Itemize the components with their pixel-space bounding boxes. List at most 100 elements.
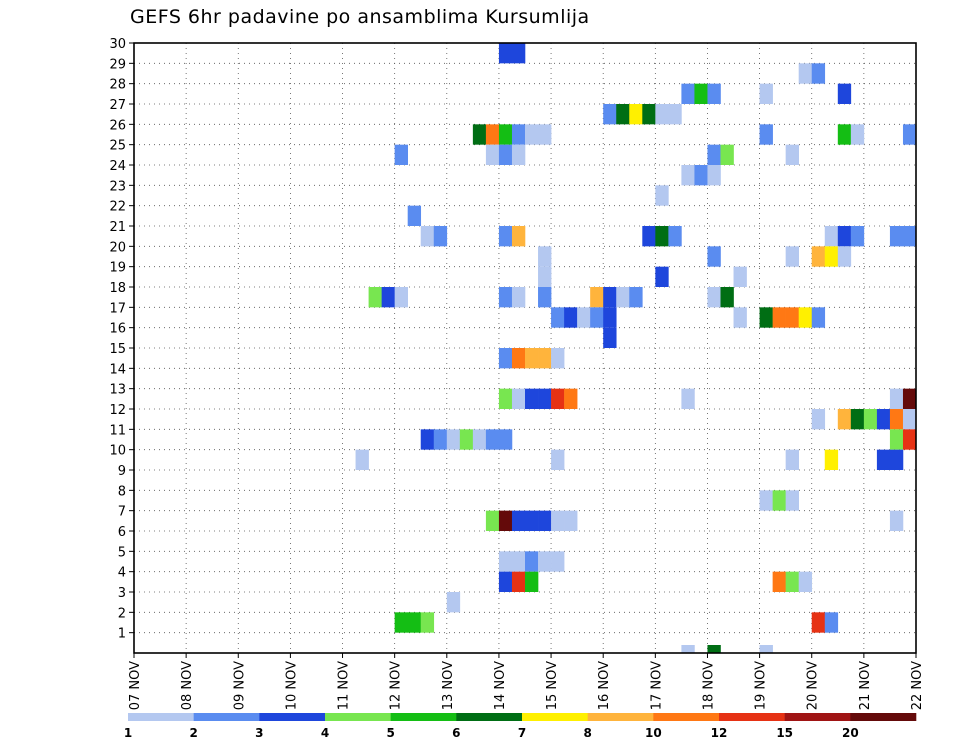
- colorbar-label: 4: [321, 726, 329, 740]
- heatmap-cell: [472, 429, 487, 450]
- x-tick-label: 20 NOV: [806, 661, 821, 710]
- heatmap-cell: [798, 63, 813, 84]
- heatmap-cell: [824, 246, 839, 267]
- heatmap-cell: [551, 307, 565, 328]
- y-tick-label: 14: [109, 362, 126, 377]
- x-tick-label: 07 NOV: [128, 661, 143, 710]
- y-tick-label: 23: [109, 179, 126, 194]
- y-tick-label: 13: [109, 383, 126, 398]
- heatmap-cell: [446, 592, 461, 613]
- heatmap-cell: [889, 388, 904, 409]
- heatmap-cell: [394, 612, 408, 633]
- heatmap-cell: [772, 307, 786, 328]
- heatmap-cell: [837, 83, 852, 104]
- colorbar-label: 12: [711, 726, 728, 740]
- heatmap-cell: [642, 226, 656, 247]
- colorbar-swatch: [653, 713, 720, 721]
- heatmap-cell: [655, 104, 669, 125]
- heatmap-cell: [798, 571, 813, 592]
- heatmap-cell: [902, 124, 917, 145]
- heatmap-cell: [564, 388, 578, 409]
- y-tick-label: 7: [118, 505, 126, 520]
- heatmap-cell: [511, 226, 526, 247]
- heatmap-cell: [733, 266, 747, 287]
- heatmap-cell: [603, 307, 617, 328]
- heatmap-cell: [459, 429, 474, 450]
- heatmap-cell: [577, 307, 591, 328]
- heatmap-cell: [850, 124, 865, 145]
- heatmap-cell: [355, 449, 369, 470]
- heatmap-cell: [511, 144, 526, 165]
- heatmap-cell: [603, 287, 617, 308]
- colorbar-swatch: [850, 713, 917, 721]
- heatmap-cell: [498, 388, 513, 409]
- heatmap-cell: [551, 388, 565, 409]
- heatmap-cell: [811, 307, 826, 328]
- heatmap-cell: [590, 307, 604, 328]
- heatmap-cell: [694, 83, 708, 104]
- x-tick-label: 11 NOV: [337, 661, 352, 710]
- colorbar-swatch: [522, 713, 588, 721]
- heatmap-cell: [824, 449, 839, 470]
- y-tick-label: 12: [109, 403, 126, 418]
- heatmap-cell: [538, 551, 552, 572]
- y-tick-label: 4: [118, 566, 126, 581]
- heatmap-cell: [863, 409, 878, 430]
- colorbar-swatch: [390, 713, 457, 721]
- heatmap-cell: [420, 226, 435, 247]
- heatmap-cell: [785, 307, 799, 328]
- x-tick-label: 13 NOV: [441, 661, 456, 710]
- heatmap-cell: [616, 104, 630, 125]
- heatmap-cell: [525, 348, 539, 369]
- y-tick-label: 30: [109, 37, 126, 52]
- heatmap-cell: [420, 429, 435, 450]
- heatmap-cell: [511, 571, 526, 592]
- y-tick-label: 15: [109, 342, 126, 357]
- colorbar-label: 6: [452, 726, 460, 740]
- heatmap-cell: [498, 348, 513, 369]
- heatmap-cell: [876, 449, 891, 470]
- heatmap-cell: [407, 612, 422, 633]
- heatmap-cell: [511, 124, 526, 145]
- x-tick-label: 08 NOV: [180, 661, 195, 710]
- y-tick-label: 8: [118, 484, 126, 499]
- x-tick-label: 18 NOV: [701, 661, 716, 710]
- heatmap-cell: [485, 429, 500, 450]
- heatmap-cell: [889, 449, 904, 470]
- colorbar-swatch: [719, 713, 785, 721]
- heatmap-cell: [551, 510, 565, 531]
- colorbar-label: 10: [645, 726, 662, 740]
- heatmap-cell: [681, 165, 695, 186]
- heatmap-cell: [681, 645, 695, 653]
- x-tick-label: 19 NOV: [754, 661, 769, 710]
- heatmap-cell: [525, 124, 539, 145]
- heatmap-cell: [824, 226, 839, 247]
- heatmap-cell: [407, 205, 422, 226]
- y-tick-label: 3: [118, 586, 126, 601]
- x-tick-label: 14 NOV: [493, 661, 508, 710]
- heatmap-cell: [681, 83, 695, 104]
- heatmap-cell: [707, 246, 721, 267]
- heatmap-cell: [394, 287, 408, 308]
- heatmap-cell: [785, 490, 799, 511]
- heatmap-cell: [498, 144, 513, 165]
- y-tick-label: 16: [109, 322, 126, 337]
- colorbar-label: 2: [189, 726, 197, 740]
- x-tick-label: 10 NOV: [284, 661, 299, 710]
- colorbar-swatch: [784, 713, 851, 721]
- heatmap-cell: [525, 551, 539, 572]
- heatmap-cell: [498, 571, 513, 592]
- heatmap-cell: [759, 490, 773, 511]
- heatmap-cell: [538, 124, 552, 145]
- heatmap-cell: [433, 226, 448, 247]
- colorbar-label: 3: [255, 726, 263, 740]
- y-tick-label: 24: [109, 159, 126, 174]
- heatmap-cell: [707, 645, 721, 653]
- x-tick-label: 09 NOV: [232, 661, 247, 710]
- heatmap-cell: [811, 63, 826, 84]
- heatmap-cell: [368, 287, 382, 308]
- y-tick-label: 9: [118, 464, 126, 479]
- y-tick-label: 10: [109, 444, 126, 459]
- heatmap-cell: [538, 246, 552, 267]
